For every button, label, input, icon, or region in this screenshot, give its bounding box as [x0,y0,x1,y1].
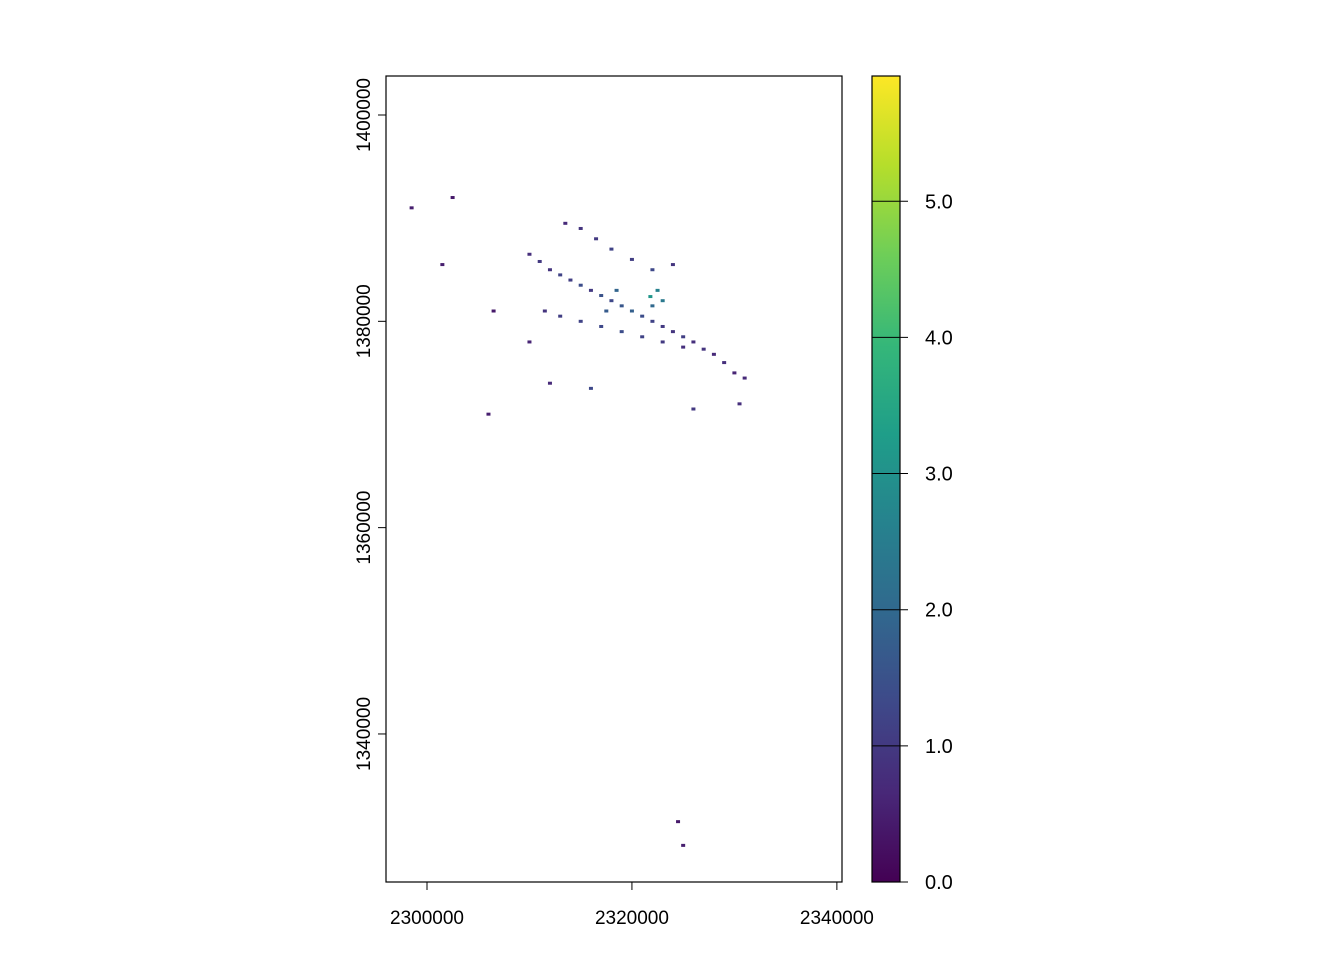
raster-cell [660,340,665,344]
raster-cell [650,304,655,308]
raster-cell [537,259,542,263]
raster-cell [409,206,414,210]
colorbar [871,75,901,883]
raster-cell [527,340,532,344]
raster-cell [650,268,655,272]
raster-cell [722,361,727,365]
raster-cell [640,314,645,318]
raster-cell [599,324,604,328]
raster-cell [619,330,624,334]
raster-cell [650,319,655,323]
raster-cell [629,309,634,313]
raster-cell [588,386,593,390]
x-tick-label: 2340000 [800,908,874,929]
colorbar-tick-label: 3.0 [925,464,953,486]
raster-cell [681,843,686,847]
raster-cell [599,294,604,298]
colorbar-tick-label: 2.0 [925,600,953,622]
raster-cell [547,268,552,272]
colorbar-tick-label: 4.0 [925,327,953,349]
raster-cell [450,196,455,200]
y-tick-label: 1360000 [354,491,375,565]
raster-cell [440,263,445,267]
raster-cell [629,257,634,261]
raster-cell [594,237,599,241]
raster-cell [742,376,747,380]
raster-cell [486,412,491,416]
raster-cell [691,407,696,411]
y-tick-label: 1400000 [354,78,375,152]
y-tick-label: 1380000 [354,284,375,358]
raster-cell [609,299,614,303]
colorbar-tick-label: 0.0 [925,872,953,894]
colorbar-tick-label: 1.0 [925,736,953,758]
raster-cell [681,345,686,349]
raster-cell [648,295,653,299]
raster-cell [588,288,593,292]
raster-cell [568,278,573,282]
raster-cell [578,319,583,323]
raster-cell [609,247,614,251]
raster-cell [660,299,665,303]
raster-cell [655,288,660,292]
raster-cell [711,352,716,356]
raster-cell [563,221,568,225]
raster-cell [691,340,696,344]
raster-cell [604,309,609,313]
raster-cell [614,288,619,292]
raster-cell [701,347,706,351]
raster-cell [547,381,552,385]
raster-cell [527,252,532,256]
raster-cell [737,402,742,406]
raster-cell [670,330,675,334]
colorbar-tick-label: 5.0 [925,191,953,213]
x-tick-label: 2320000 [595,908,669,929]
raster-cell [676,820,681,824]
raster-cell [681,335,686,339]
raster-cell [619,304,624,308]
raster-cell [542,309,547,313]
x-tick-label: 2300000 [390,908,464,929]
y-tick-label: 1340000 [354,697,375,771]
raster-cell [558,314,563,318]
raster-cell [670,263,675,267]
raster-cell [660,324,665,328]
raster-cell [640,335,645,339]
raster-cell [578,283,583,287]
raster-cell [491,309,496,313]
raster-cell [732,371,737,375]
raster-cell [558,273,563,277]
raster-cell [578,226,583,230]
